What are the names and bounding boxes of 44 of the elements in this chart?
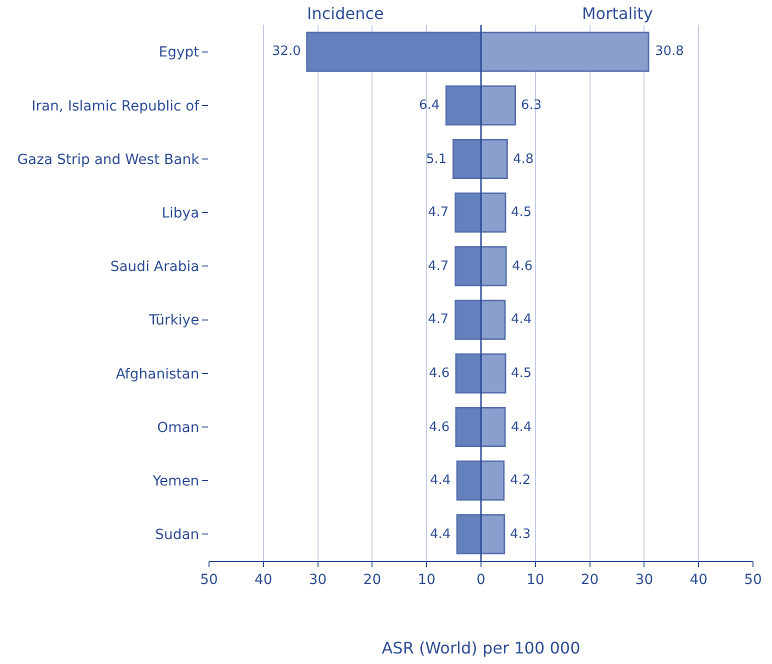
- y-tick-label: Libya: [162, 206, 200, 222]
- data-label: 6.4: [419, 98, 440, 113]
- x-tick-label: 40: [690, 572, 708, 588]
- x-tick-label: 20: [580, 572, 599, 588]
- series-label: Incidence: [307, 4, 384, 23]
- data-label: 30.8: [655, 44, 684, 59]
- x-tick-label: 30: [635, 572, 654, 588]
- data-label: 4.4: [430, 473, 451, 488]
- y-tick-label: Oman: [157, 420, 200, 436]
- y-tick-label: Sudan: [155, 527, 200, 544]
- data-label: 4.4: [511, 312, 532, 327]
- data-label: 5.1: [426, 152, 447, 167]
- data-label: 4.7: [428, 312, 449, 327]
- x-tick-label: 10: [418, 572, 436, 588]
- data-label: 4.6: [429, 420, 450, 435]
- data-label: 6.3: [521, 98, 542, 113]
- y-tick-label: Saudi Arabia: [110, 259, 200, 276]
- x-tick-label: 50: [200, 572, 218, 588]
- series-label: Mortality: [582, 4, 653, 23]
- data-label: 4.4: [430, 527, 451, 542]
- x-tick-label: 0: [476, 572, 486, 588]
- data-label: 4.7: [428, 259, 449, 274]
- y-tick-label: Yemen: [152, 474, 200, 490]
- data-label: 4.6: [429, 366, 450, 381]
- data-label: 32.0: [272, 44, 301, 59]
- x-tick-label: 30: [308, 572, 327, 588]
- data-label: 4.8: [513, 152, 534, 167]
- x-tick-label: 50: [744, 572, 762, 588]
- data-label: 4.4: [511, 420, 532, 435]
- x-tick-label: 20: [363, 572, 382, 588]
- data-label: 4.2: [510, 473, 531, 488]
- data-label: 4.7: [428, 205, 449, 220]
- y-tick-label: Türkiye: [148, 312, 200, 329]
- y-tick-label: Gaza Strip and West Bank: [17, 152, 200, 168]
- data-label: 4.5: [511, 205, 532, 220]
- data-label: 4.5: [511, 366, 532, 381]
- x-tick-label: 10: [526, 572, 544, 588]
- y-tick-label: Afghanistan: [116, 366, 200, 382]
- y-tick-label: Iran, Islamic Republic of: [32, 98, 200, 114]
- data-label: 4.3: [510, 527, 531, 542]
- x-axis-title: ASR (World) per 100 000: [382, 638, 580, 658]
- x-tick-label: 40: [254, 572, 272, 588]
- data-label: 4.6: [512, 259, 533, 274]
- y-tick-label: Egypt: [158, 44, 200, 61]
